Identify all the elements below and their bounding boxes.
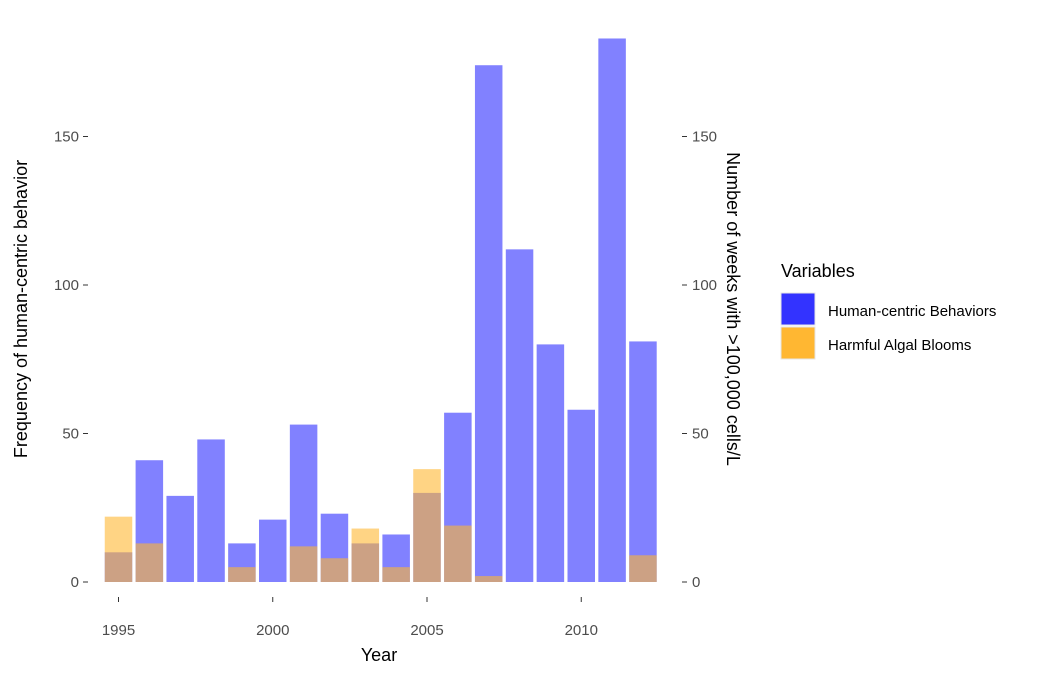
legend-swatch-algal-blooms	[780, 326, 816, 360]
left-y-tick-label: 50	[62, 426, 79, 443]
right-y-axis-title: Number of weeks with >100,000 cells/L	[723, 152, 743, 466]
right-y-tick-label: 0	[692, 574, 700, 591]
legend-swatch-human-centric	[780, 292, 816, 326]
left-y-axis-title: Frequency of human-centric behavior	[11, 160, 31, 458]
right-y-tick-label: 100	[692, 277, 717, 294]
legend-label-human-centric: Human-centric Behaviors	[828, 303, 996, 320]
human-centric-bar-1998	[197, 439, 225, 582]
algal-bloom-bar-2012	[629, 555, 657, 582]
legend-title: Variables	[781, 261, 855, 281]
human-centric-bar-2009	[536, 344, 565, 582]
algal-bloom-bar-2002	[320, 558, 349, 582]
human-centric-bar-2010	[567, 409, 595, 582]
right-y-tick-label: 50	[692, 426, 709, 443]
right-y-tick-label: 150	[692, 129, 717, 146]
x-tick-label: 2005	[410, 622, 443, 639]
x-axis-title: Year	[361, 645, 397, 665]
x-tick-label: 2010	[565, 622, 598, 639]
human-centric-bars	[104, 38, 657, 583]
right-y-axis: 0 50 100 150	[682, 129, 717, 591]
algal-bloom-bar-2006	[444, 525, 472, 582]
human-centric-bar-2011	[598, 38, 626, 583]
legend: Variables Human-centric Behaviors Harmfu…	[780, 261, 996, 360]
algal-bloom-bars	[104, 469, 657, 582]
left-y-tick-label: 0	[71, 574, 79, 591]
human-centric-bar-1997	[166, 495, 194, 582]
algal-bloom-bar-2005	[413, 469, 441, 582]
legend-label-algal-blooms: Harmful Algal Blooms	[828, 337, 971, 354]
human-centric-bar-2012	[629, 341, 657, 582]
human-centric-bar-2007	[474, 65, 503, 583]
algal-bloom-bar-2001	[289, 546, 318, 582]
x-axis: 1995 2000 2005 2010	[102, 597, 598, 639]
human-centric-bar-2000	[259, 519, 287, 582]
algal-bloom-bar-1996	[135, 543, 164, 582]
algal-bloom-bar-2004	[382, 567, 410, 582]
x-tick-label: 1995	[102, 622, 135, 639]
left-y-tick-label: 150	[54, 129, 79, 146]
algal-bloom-bar-2007	[474, 576, 503, 582]
left-y-tick-label: 100	[54, 277, 79, 294]
algal-bloom-bar-2003	[351, 528, 380, 582]
algal-bloom-bar-1995	[104, 516, 133, 582]
algal-bloom-bar-1999	[228, 567, 256, 582]
human-centric-bar-2008	[505, 249, 534, 583]
x-tick-label: 2000	[256, 622, 289, 639]
left-y-axis: 0 50 100 150	[54, 129, 88, 591]
